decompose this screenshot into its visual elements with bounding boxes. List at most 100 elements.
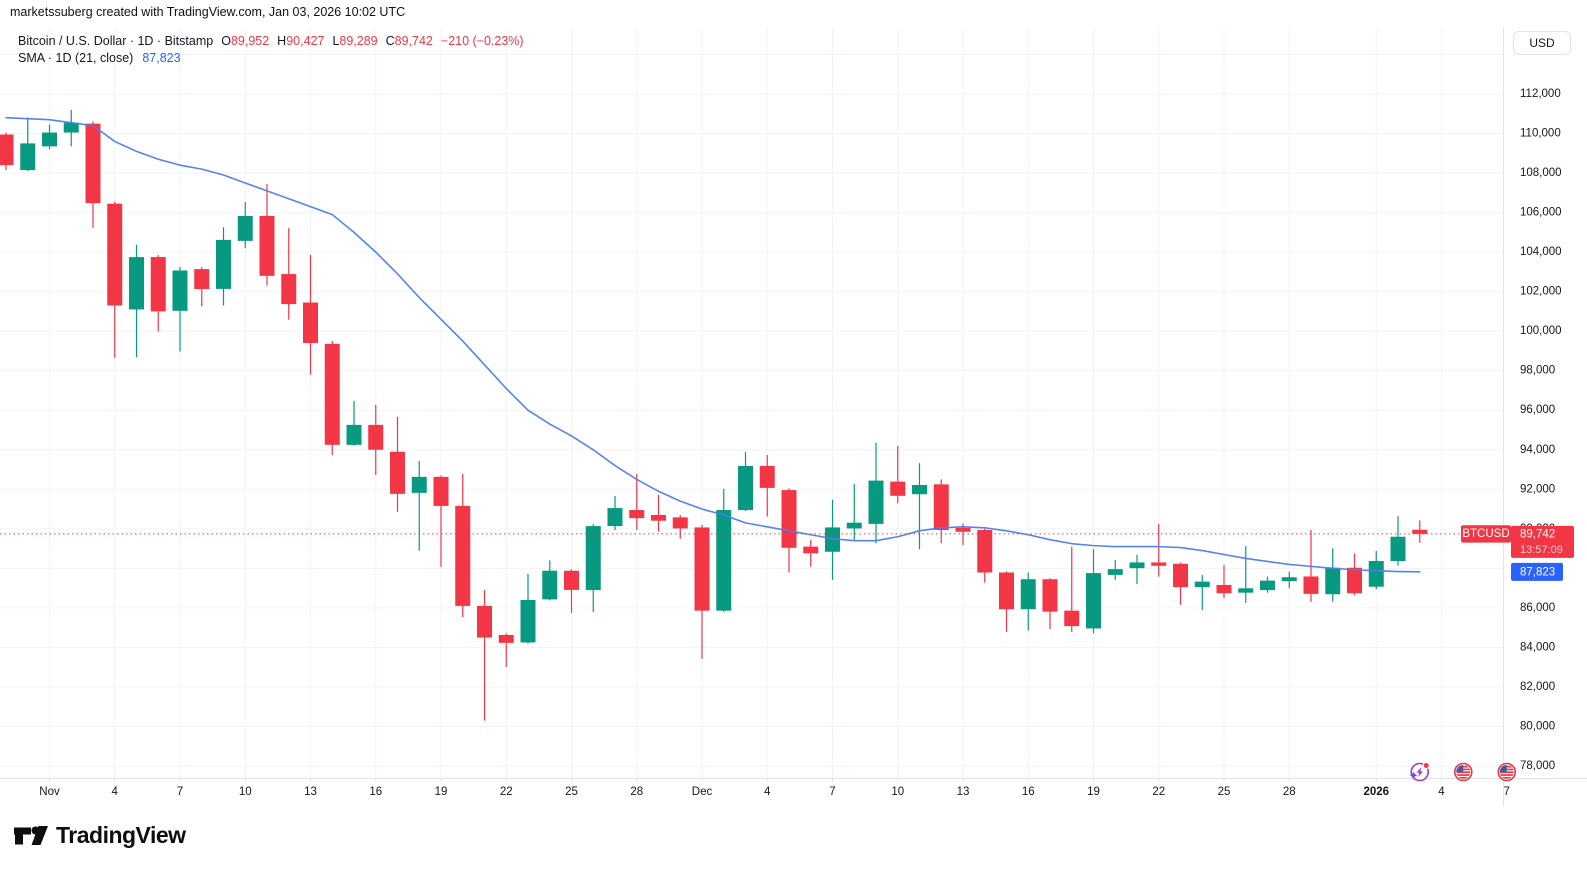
candle[interactable]	[259, 183, 275, 286]
candle[interactable]	[759, 454, 775, 517]
candle[interactable]	[738, 451, 753, 512]
time-tick-label: Dec	[692, 786, 713, 798]
candle[interactable]	[1281, 571, 1297, 589]
us-economic-event-icon[interactable]	[1497, 762, 1517, 782]
tradingview-footer[interactable]: TradingView	[14, 822, 186, 849]
us-economic-event-icon[interactable]	[1453, 762, 1473, 782]
candle[interactable]	[107, 201, 123, 358]
candle[interactable]	[890, 445, 906, 504]
time-axis-labels[interactable]: Nov 4 7 10 13 16 19 22 25 28 Dec 4 7 10 13 16 19 22 25 28 20…	[39, 778, 1510, 798]
indicator-title[interactable]: SMA · 1D (21, close)	[18, 51, 134, 65]
candle[interactable]	[1260, 576, 1275, 593]
chart-pane[interactable]	[0, 28, 1507, 778]
time-tick-label: 4	[1438, 786, 1445, 798]
candle[interactable]	[585, 524, 601, 612]
candle[interactable]	[1107, 559, 1123, 580]
candle[interactable]	[1390, 516, 1406, 566]
candle[interactable]	[346, 400, 362, 446]
candle[interactable]	[0, 132, 14, 171]
candle[interactable]	[868, 442, 884, 544]
candle[interactable]	[216, 227, 231, 306]
price-tick-label: 82,000	[1520, 681, 1555, 693]
candle[interactable]	[629, 474, 645, 531]
time-tick-label: 13	[304, 786, 317, 798]
price-tick-label: 92,000	[1520, 483, 1555, 495]
candle[interactable]	[455, 473, 471, 617]
candle[interactable]	[1020, 572, 1036, 631]
candle[interactable]	[42, 124, 57, 150]
candle[interactable]	[977, 528, 993, 583]
time-tick-label: 25	[565, 786, 578, 798]
candle[interactable]	[912, 463, 927, 550]
lightning-event-icon[interactable]	[1409, 762, 1430, 782]
candle[interactable]	[1347, 553, 1362, 596]
price-tick-label: 112,000	[1520, 88, 1561, 100]
candle[interactable]	[1064, 546, 1080, 632]
candle[interactable]	[542, 560, 558, 601]
price-tick-label: 86,000	[1520, 602, 1555, 614]
candle[interactable]	[672, 514, 688, 539]
time-tick-label: 13	[957, 786, 970, 798]
candle[interactable]	[303, 254, 318, 375]
candle[interactable]	[1238, 546, 1254, 603]
low-label: L	[332, 34, 340, 48]
candle[interactable]	[368, 404, 384, 475]
price-axis-labels[interactable]: 112,000 110,000 108,000 106,000 104,000 102,0…	[1520, 88, 1562, 772]
candle[interactable]	[281, 228, 297, 320]
candle[interactable]	[1216, 564, 1232, 599]
price-tick-label: 108,000	[1520, 167, 1562, 179]
open-label: O	[221, 34, 231, 48]
candle[interactable]	[607, 496, 623, 531]
symbol-title[interactable]: Bitcoin / U.S. Dollar · 1D · Bitstamp	[18, 34, 214, 48]
candle[interactable]	[1412, 520, 1428, 543]
candle[interactable]	[1173, 562, 1188, 605]
price-tick-label: 102,000	[1520, 286, 1562, 298]
price-tick-label: 110,000	[1520, 128, 1561, 140]
candle[interactable]	[129, 244, 144, 358]
candle[interactable]	[194, 266, 210, 307]
time-tick-label: 16	[1022, 786, 1035, 798]
candle[interactable]	[172, 266, 188, 352]
symbol-legend-row: Bitcoin / U.S. Dollar · 1D · Bitstamp O89…	[18, 33, 524, 49]
candle[interactable]	[803, 539, 819, 567]
candle[interactable]	[411, 460, 427, 551]
indicator-value: 87,823	[142, 51, 181, 65]
candle[interactable]	[1194, 575, 1210, 611]
candle[interactable]	[1151, 524, 1167, 577]
sma-line	[5, 116, 1421, 573]
time-tick-label: 28	[1283, 786, 1296, 798]
candle[interactable]	[846, 483, 862, 540]
candle[interactable]	[1086, 549, 1101, 634]
candle[interactable]	[520, 573, 536, 644]
candle[interactable]	[1129, 554, 1145, 585]
chart-legend: Bitcoin / U.S. Dollar · 1D · Bitstamp O89…	[18, 33, 524, 67]
candle[interactable]	[999, 571, 1014, 632]
candle[interactable]	[564, 569, 579, 613]
candle[interactable]	[85, 121, 101, 228]
candle[interactable]	[237, 202, 253, 249]
candle[interactable]	[433, 475, 449, 567]
candles-group[interactable]	[0, 109, 1428, 721]
time-tick-label: Nov	[39, 786, 60, 798]
candle[interactable]	[324, 341, 340, 455]
time-tick-label: 2026	[1363, 786, 1389, 798]
candle[interactable]	[933, 479, 949, 544]
candle[interactable]	[1325, 548, 1341, 602]
close-label: C	[385, 34, 395, 48]
price-tick-label: 100,000	[1520, 325, 1562, 337]
currency-toggle-button[interactable]: USD	[1513, 31, 1571, 55]
sma-value: 87,823	[1520, 566, 1555, 578]
candle[interactable]	[651, 494, 666, 532]
candle[interactable]	[20, 117, 36, 172]
candle[interactable]	[716, 488, 732, 612]
candle[interactable]	[1042, 578, 1058, 630]
candle[interactable]	[390, 416, 405, 512]
candle[interactable]	[694, 524, 710, 659]
time-tick-label: 10	[239, 786, 252, 798]
candle[interactable]	[63, 109, 79, 147]
candle[interactable]	[498, 633, 514, 667]
candle[interactable]	[477, 590, 492, 721]
candle[interactable]	[150, 255, 166, 332]
time-tick-label: 22	[1152, 786, 1165, 798]
